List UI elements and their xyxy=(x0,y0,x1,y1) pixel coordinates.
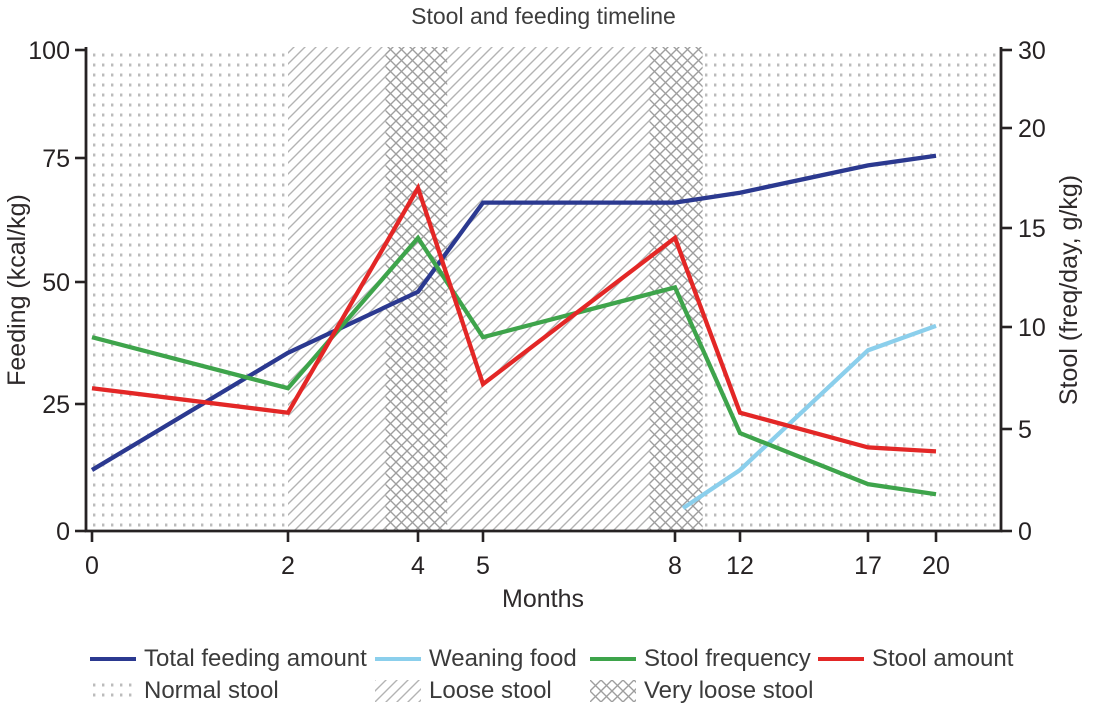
series-line-weaning-food xyxy=(681,323,937,510)
legend-label: Stool frequency xyxy=(644,645,811,672)
left-tick-label: 75 xyxy=(42,145,70,173)
series-line-stool-amount xyxy=(91,182,937,454)
legend-line-swatch-total-feeding-amount xyxy=(90,656,136,662)
chart-title: Stool and feeding timeline xyxy=(411,3,676,29)
x-tick-label: 0 xyxy=(85,552,99,580)
axis-frame xyxy=(84,47,1003,533)
band-loose-stool xyxy=(288,47,386,531)
series-line-total-feeding-amount xyxy=(90,153,937,472)
band-loose-stool xyxy=(447,47,650,531)
band-very-loose-stool xyxy=(385,47,448,531)
legend-pattern-swatch-very-loose-stool xyxy=(590,680,636,702)
x-tick-label: 8 xyxy=(668,552,682,580)
x-tick-label: 4 xyxy=(411,552,425,580)
legend-label: Weaning food xyxy=(429,645,577,672)
left-tick-label: 100 xyxy=(28,37,70,65)
legend-item-very-loose-stool: Very loose stool xyxy=(590,678,813,704)
legend-label: Normal stool xyxy=(144,677,279,704)
chart-canvas: 0 2 4 5 8 12 17 20 0 25 50 75 100 0 5 10 15 20 30 Feeding (… xyxy=(3,37,1083,613)
legend-line-swatch-weaning-food xyxy=(375,656,421,662)
legend-pattern-swatch-normal-stool xyxy=(90,680,136,702)
legend-label: Very loose stool xyxy=(644,677,814,704)
x-tick-label: 12 xyxy=(726,552,754,580)
legend-item-loose-stool: Loose stool xyxy=(375,678,552,704)
x-tick-label: 2 xyxy=(281,552,295,580)
legend-item-normal-stool: Normal stool xyxy=(90,678,279,704)
x-tick-label: 5 xyxy=(476,552,490,580)
legend-label: Total feeding amount xyxy=(144,645,367,672)
band-normal-stool xyxy=(86,47,288,531)
legend-line-swatch-stool-frequency xyxy=(590,656,636,662)
x-axis-title: Months xyxy=(502,585,584,613)
legend-item-stool-frequency: Stool frequency xyxy=(590,646,811,672)
x-tick-label: 17 xyxy=(854,552,882,580)
left-tick-label: 25 xyxy=(42,391,70,419)
left-tick-label: 0 xyxy=(56,518,70,546)
legend-label: Stool amount xyxy=(872,645,1014,672)
right-tick-label: 15 xyxy=(1018,215,1046,243)
right-tick-label: 0 xyxy=(1018,518,1032,546)
legend-line-swatch-stool-amount xyxy=(818,656,864,662)
legend-item-total-feeding-amount: Total feeding amount xyxy=(90,646,367,672)
x-tick-label: 20 xyxy=(922,552,950,580)
legend-label: Loose stool xyxy=(429,677,552,704)
right-axis-title: Stool (freq/day, g/kg) xyxy=(1055,175,1083,405)
right-tick-label: 30 xyxy=(1018,37,1046,65)
right-tick-label: 20 xyxy=(1018,115,1046,143)
right-tick-label: 5 xyxy=(1018,416,1032,444)
legend-item-stool-amount: Stool amount xyxy=(818,646,1013,672)
left-tick-label: 50 xyxy=(42,269,70,297)
left-axis-title: Feeding (kcal/kg) xyxy=(3,194,31,386)
right-tick-label: 10 xyxy=(1018,314,1046,342)
legend-pattern-swatch-loose-stool xyxy=(375,680,421,702)
legend-item-weaning-food: Weaning food xyxy=(375,646,577,672)
band-normal-stool xyxy=(702,47,1001,531)
